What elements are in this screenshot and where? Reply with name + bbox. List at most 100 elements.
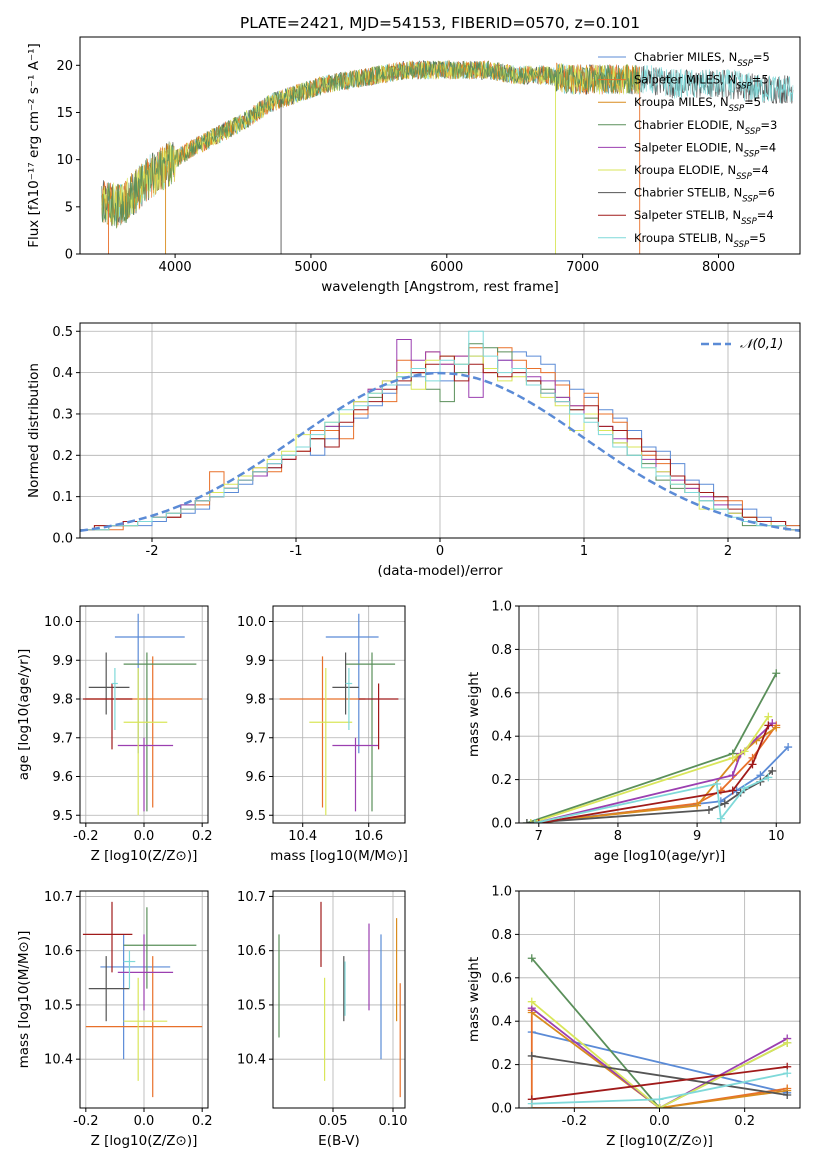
x-tick-label: 10.6 [354,829,383,844]
x-tick-label: 5000 [294,260,327,275]
x-tick-label: 0.05 [319,1114,348,1129]
weight-marker [783,1038,792,1047]
y-tick-label: 0.8 [491,928,512,943]
histogram-series [80,330,800,531]
plot-area [278,901,401,1098]
errorbar-point [88,652,130,715]
x-tick-label: 8 [614,829,622,844]
x-tick-label: 10.4 [288,829,317,844]
y-tick-label: 10 [56,153,73,168]
y-axis-label: mass weight [466,672,482,757]
weight-marker [522,819,531,823]
mass-vs-ebv-panel: 0.05 0.10 10.4 10.5 10.6 10.7 E(B-V) [237,890,407,1149]
age-vs-metallicity-panel: -0.2 0.0 0.2 9.5 9.6 9.7 9.8 9.9 10.0 Z [log10(Z/… [16,605,213,864]
y-tick-label: 0.0 [491,817,512,832]
x-tick-label: 0.0 [134,1114,155,1129]
y-tick-label: 0.3 [52,407,73,422]
y-tick-label: 9.5 [245,809,266,824]
y-tick-label: 10.5 [44,998,73,1013]
weight-series [531,1011,788,1108]
weight-marker [527,954,536,963]
axes-frame [79,605,209,824]
x-axis-label: age [log10(age/yr)] [594,848,726,864]
y-tick-label: 10.6 [237,944,266,959]
x-tick-label: -0.2 [73,1114,98,1129]
weight-marker [655,1104,664,1108]
y-tick-label: 9.8 [52,693,73,708]
errorbar-point [82,683,133,750]
spectrum-line [101,60,640,229]
y-tick-label: 10.6 [44,944,73,959]
weight-marker [764,721,773,730]
errorbar-point [117,737,174,812]
weight-marker [748,760,757,769]
x-tick-label: 1 [580,544,588,559]
plot-area [82,613,203,816]
errorbar-point [123,652,197,812]
x-axis-label: Z [log10(Z/Z⊙)] [606,1133,713,1149]
x-tick-label: 8000 [702,260,735,275]
y-axis-label: age [log10(age/yr)] [16,649,32,781]
weight-marker [740,784,749,793]
weight-series [538,725,770,823]
weight-marker [783,1090,792,1099]
mass-vs-metallicity-panel: -0.2 0.0 0.2 10.4 10.5 10.6 10.7 Z [log10(Z/Z⊙)… [16,890,213,1149]
x-axis-label: (data-model)/error [377,563,503,579]
errorbar-point [88,956,130,1022]
y-tick-label: 15 [56,106,73,121]
errorbar-point [309,668,353,816]
y-tick-label: 10.5 [237,998,266,1013]
x-tick-label: -0.2 [562,1114,587,1129]
errorbar-point [358,683,399,750]
y-tick-label: 0.4 [491,730,512,745]
weight-marker [740,747,749,756]
axes-frame [79,890,209,1109]
weight-series [531,1055,788,1096]
weight-marker [527,997,536,1006]
plot-area [82,901,203,1098]
errorbar-point [82,901,133,973]
x-tick-label: 0 [436,544,444,559]
weight-series [530,716,770,823]
x-tick-label: 10 [768,829,785,844]
normal-curve [80,371,800,533]
x-tick-label: 6000 [430,260,463,275]
figure-title: PLATE=2421, MJD=54153, FIBERID=0570, z=0… [240,14,640,32]
y-tick-label: 0.4 [491,1015,512,1030]
plot-area [80,330,800,533]
x-axis-label: E(B-V) [318,1133,360,1149]
y-tick-label: 0.2 [491,773,512,788]
errorbar-point [345,668,353,730]
x-axis-label: Z [log10(Z/Z⊙)] [91,848,198,864]
spectrum-line [101,60,640,229]
legend-label: Kroupa STELIB, NSSP=5 [634,231,766,250]
weight-marker [527,1099,536,1108]
weight-marker [712,779,721,788]
y-tick-label: 0.1 [52,490,73,505]
errorbar-point [345,652,396,812]
x-tick-label: 0.2 [192,829,213,844]
errorbar-point [123,907,197,989]
x-tick-label: 9 [693,829,701,844]
x-tick-label: 0.2 [192,1114,213,1129]
weight-marker [693,801,702,810]
axes-frame [79,322,801,539]
y-tick-label: 10.7 [237,890,266,905]
y-tick-label: 0.8 [491,643,512,658]
x-tick-label: 2 [724,544,732,559]
plot-area [279,613,399,816]
weight-marker [530,819,539,823]
legend-label: Salpeter ELODIE, NSSP=4 [634,140,776,159]
legend-label: 𝒩(0,1) [740,337,783,352]
weight-marker [772,669,781,678]
errorbar-point [85,956,203,1098]
legend-label: Chabrier STELIB, NSSP=6 [634,186,775,205]
weight-marker [526,819,535,823]
y-tick-label: 10.0 [44,615,73,630]
x-tick-label: 0.0 [134,829,155,844]
axes-frame [272,890,406,1109]
y-tick-label: 10.7 [44,890,73,905]
weight-marker [764,773,773,782]
axes-frame [518,605,801,824]
